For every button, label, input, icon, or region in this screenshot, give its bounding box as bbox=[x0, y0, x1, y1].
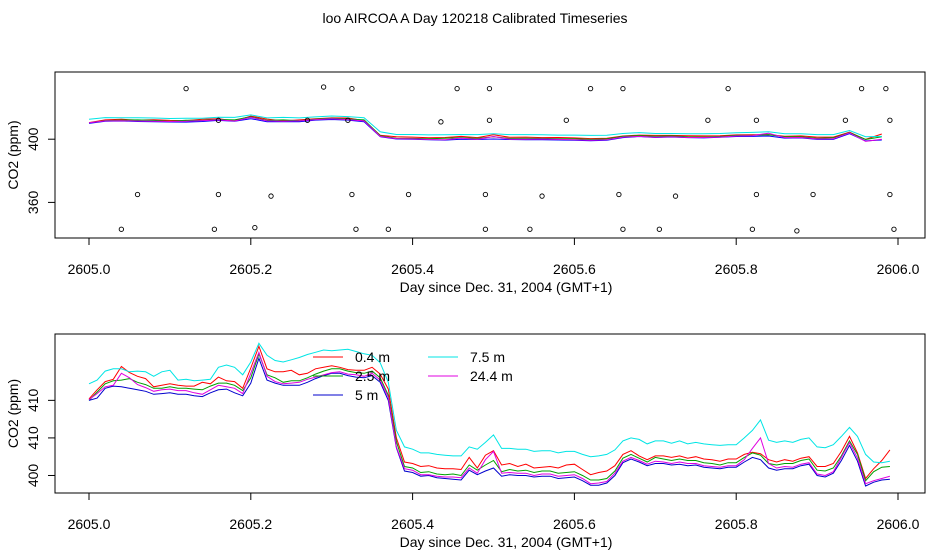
data-point-marker bbox=[527, 226, 533, 232]
x-tick-label: 2606.0 bbox=[877, 261, 920, 277]
data-point-marker bbox=[211, 226, 218, 232]
x-tick-label: 2605.8 bbox=[715, 516, 758, 532]
data-point-marker bbox=[405, 191, 412, 198]
x-tick-label: 2605.4 bbox=[391, 261, 434, 277]
y-tick-label: 400 bbox=[25, 464, 41, 488]
data-point-marker bbox=[482, 191, 489, 198]
data-point-marker bbox=[887, 117, 893, 123]
x-axis-label: Day since Dec. 31, 2004 (GMT+1) bbox=[400, 279, 613, 295]
data-point-marker bbox=[385, 226, 391, 232]
series-line-24-4-m bbox=[88, 116, 882, 142]
data-point-marker bbox=[482, 226, 489, 232]
series-line-2-5-m bbox=[88, 352, 890, 482]
legend-label: 0.4 m bbox=[355, 349, 390, 365]
x-axis-label: Day since Dec. 31, 2004 (GMT+1) bbox=[400, 534, 613, 550]
data-point-marker bbox=[353, 226, 359, 232]
series-line-7-5-m bbox=[88, 342, 890, 464]
x-tick-label: 2605.2 bbox=[229, 261, 272, 277]
x-tick-label: 2605.6 bbox=[553, 261, 596, 277]
plot-frame bbox=[54, 71, 926, 239]
y-axis-label: CO2 (ppm) bbox=[5, 379, 21, 448]
data-point-marker bbox=[539, 193, 545, 199]
data-point-marker bbox=[858, 85, 865, 92]
bottom-chart-panel: 2605.0 2605.2 2605.4 2605.6 2605.8 2606.0 400 4… bbox=[5, 333, 926, 550]
x-tick-label: 2605.0 bbox=[68, 516, 111, 532]
top-chart-panel: 2605.0 2605.2 2605.4 2605.6 2605.8 2606.0 360 4… bbox=[5, 71, 926, 295]
data-point-marker bbox=[749, 226, 756, 232]
data-point-marker bbox=[438, 119, 444, 125]
series-line-7-5-m bbox=[88, 114, 882, 138]
y-tick-label: 400 bbox=[25, 127, 41, 151]
data-point-marker bbox=[891, 226, 897, 232]
data-point-marker bbox=[887, 191, 893, 198]
y-tick-label: 410 bbox=[25, 388, 41, 412]
data-point-marker bbox=[349, 85, 355, 92]
data-point-marker bbox=[268, 193, 274, 199]
x-tick-label: 2605.0 bbox=[68, 261, 111, 277]
x-tick-label: 2606.0 bbox=[877, 516, 920, 532]
data-point-marker bbox=[810, 191, 816, 198]
x-tick-label: 2605.2 bbox=[229, 516, 272, 532]
data-point-marker bbox=[252, 225, 258, 231]
series-line-0-4-m bbox=[88, 344, 891, 480]
legend-label: 2.5 m bbox=[355, 368, 390, 384]
x-tick-label: 2605.6 bbox=[553, 516, 596, 532]
legend-label: 24.4 m bbox=[470, 368, 513, 384]
data-point-marker bbox=[563, 117, 569, 123]
legend-label: 7.5 m bbox=[470, 349, 505, 365]
data-point-marker bbox=[616, 191, 622, 198]
data-point-marker bbox=[215, 191, 222, 198]
legend-label: 5 m bbox=[355, 387, 378, 403]
data-point-marker bbox=[656, 226, 662, 232]
legend: 0.4 m 2.5 m 5 m 7.5 m 24.4 m bbox=[313, 349, 513, 403]
data-point-marker bbox=[118, 226, 125, 232]
data-point-marker bbox=[620, 85, 626, 92]
data-point-marker bbox=[134, 191, 141, 198]
data-point-marker bbox=[349, 191, 355, 198]
data-point-marker bbox=[304, 117, 311, 123]
page-title: loo AIRCOA A Day 120218 Calibrated Times… bbox=[322, 10, 628, 26]
data-point-marker bbox=[486, 117, 493, 123]
y-tick-label: 360 bbox=[25, 191, 41, 215]
data-point-marker bbox=[320, 84, 327, 90]
data-point-marker bbox=[587, 85, 594, 92]
data-point-marker bbox=[454, 85, 460, 92]
data-point-marker bbox=[842, 117, 849, 123]
data-point-marker bbox=[705, 117, 711, 123]
data-point-marker bbox=[794, 228, 800, 234]
data-point-marker bbox=[620, 226, 626, 232]
data-point-marker bbox=[883, 85, 889, 92]
series-line-24-4-m bbox=[88, 350, 891, 485]
data-point-marker bbox=[753, 117, 760, 123]
y-tick-label: 410 bbox=[25, 426, 41, 450]
data-point-marker bbox=[345, 117, 351, 123]
data-point-marker bbox=[486, 85, 493, 92]
series-line-5-m bbox=[88, 356, 890, 487]
x-tick-label: 2605.8 bbox=[715, 261, 758, 277]
data-point-marker bbox=[215, 117, 222, 123]
data-point-marker bbox=[672, 193, 679, 199]
data-point-marker bbox=[753, 191, 760, 198]
plot-frame bbox=[54, 333, 926, 494]
data-point-marker bbox=[183, 85, 189, 92]
y-axis-label: CO2 (ppm) bbox=[5, 120, 21, 189]
x-tick-label: 2605.4 bbox=[391, 516, 434, 532]
data-point-marker bbox=[725, 85, 731, 92]
